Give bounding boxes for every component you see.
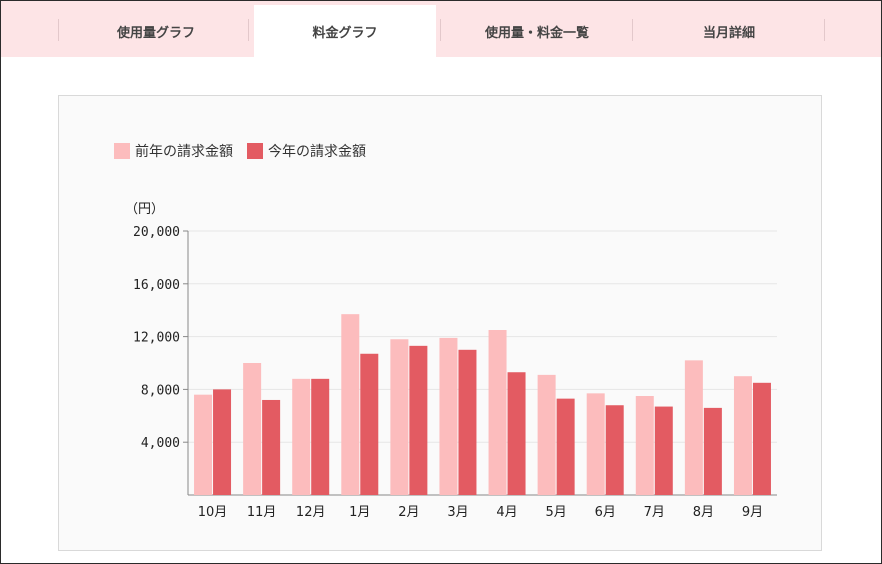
y-tick-label: 4,000 bbox=[141, 436, 180, 451]
tab-usage-graph[interactable]: 使用量グラフ bbox=[59, 5, 253, 57]
bar-previous-year bbox=[733, 376, 752, 495]
x-tick-label: 1月 bbox=[349, 505, 370, 520]
bar-current-year bbox=[654, 406, 673, 495]
x-tick-label: 8月 bbox=[693, 505, 714, 520]
x-tick-label: 10月 bbox=[198, 505, 228, 520]
x-tick-label: 9月 bbox=[742, 505, 763, 520]
x-tick-label: 2月 bbox=[398, 505, 419, 520]
bar-current-year bbox=[507, 372, 526, 495]
bar-previous-year bbox=[488, 330, 507, 495]
y-tick-label: 12,000 bbox=[133, 331, 180, 346]
bar-previous-year bbox=[586, 393, 605, 495]
tab-usage-charge-list[interactable]: 使用量・料金一覧 bbox=[441, 5, 633, 57]
legend-label-previous-year: 前年の請求金額 bbox=[135, 144, 233, 160]
tab-label: 当月詳細 bbox=[702, 25, 755, 41]
x-tick-label: 11月 bbox=[247, 505, 277, 520]
bar-current-year bbox=[703, 407, 722, 495]
bar-current-year bbox=[752, 382, 771, 495]
tab-separator bbox=[632, 19, 633, 41]
tab-current-month-detail[interactable]: 当月詳細 bbox=[633, 5, 825, 57]
tab-label: 使用量・料金一覧 bbox=[484, 25, 589, 41]
tab-separator bbox=[248, 19, 249, 41]
chart-legend: 前年の請求金額 今年の請求金額 bbox=[114, 141, 380, 161]
bar-current-year bbox=[311, 378, 330, 495]
legend-item-current-year: 今年の請求金額 bbox=[247, 141, 366, 161]
x-tick-label: 5月 bbox=[545, 505, 566, 520]
legend-item-previous-year: 前年の請求金額 bbox=[114, 141, 233, 161]
bar-current-year bbox=[213, 389, 232, 495]
bar-current-year bbox=[262, 399, 281, 495]
bar-previous-year bbox=[390, 339, 409, 495]
bar-previous-year bbox=[243, 363, 262, 495]
bar-previous-year bbox=[684, 360, 703, 495]
bar-previous-year bbox=[439, 337, 458, 495]
tab-label: 料金グラフ bbox=[312, 25, 378, 41]
bar-previous-year bbox=[341, 314, 360, 495]
bar-current-year bbox=[458, 349, 477, 495]
bar-current-year bbox=[556, 398, 575, 495]
bar-current-year bbox=[360, 353, 379, 495]
x-tick-label: 12月 bbox=[296, 505, 326, 520]
tab-separator bbox=[824, 19, 825, 41]
tab-separator bbox=[58, 19, 59, 41]
tab-label: 使用量グラフ bbox=[116, 25, 195, 41]
y-axis-unit-label: （円） bbox=[125, 202, 164, 217]
bar-previous-year bbox=[194, 394, 213, 495]
tab-separator bbox=[440, 19, 441, 41]
bar-current-year bbox=[409, 345, 428, 495]
legend-label-current-year: 今年の請求金額 bbox=[268, 144, 366, 160]
bar-previous-year bbox=[537, 374, 556, 495]
bar-current-year bbox=[605, 405, 624, 495]
y-tick-label: 16,000 bbox=[133, 278, 180, 293]
y-tick-label: 8,000 bbox=[141, 383, 180, 398]
bar-previous-year bbox=[635, 396, 654, 495]
x-tick-label: 3月 bbox=[447, 505, 468, 520]
tab-bar: 使用量グラフ 料金グラフ 使用量・料金一覧 当月詳細 bbox=[1, 1, 881, 57]
x-tick-label: 4月 bbox=[496, 505, 517, 520]
x-tick-label: 7月 bbox=[644, 505, 665, 520]
legend-swatch-current-year bbox=[247, 143, 263, 159]
bar-previous-year bbox=[292, 378, 311, 495]
y-tick-label: 20,000 bbox=[133, 225, 180, 240]
legend-swatch-previous-year bbox=[114, 143, 130, 159]
tab-charge-graph[interactable]: 料金グラフ bbox=[254, 5, 436, 57]
x-tick-label: 6月 bbox=[595, 505, 616, 520]
